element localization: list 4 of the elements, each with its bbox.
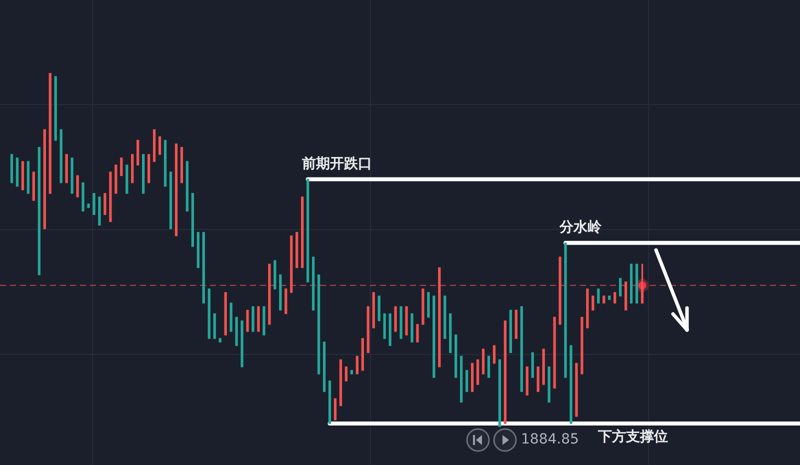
ref-line-label: 前期开跌口 (300, 156, 372, 172)
text: 1884.85 (521, 432, 579, 448)
ref-line-label: 分水岭 (558, 220, 602, 236)
ref-line-label: 下方支撑位 (597, 428, 668, 446)
